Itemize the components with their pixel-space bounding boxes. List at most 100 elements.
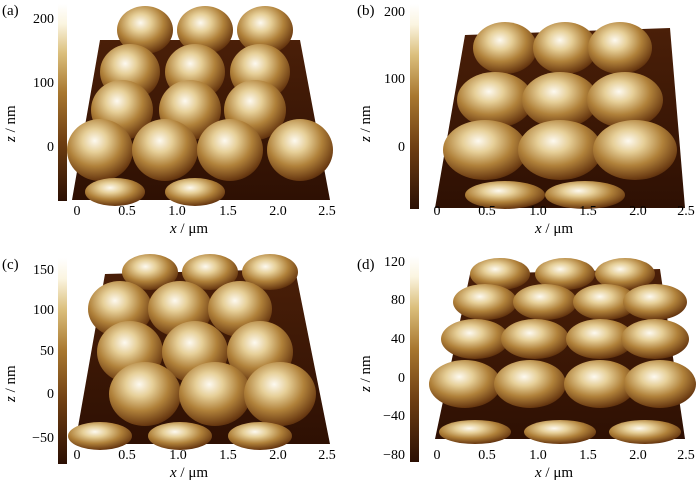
panel-a: (a) z / nm 200 100 0 0 0.5 1.0 1.5 2.0 2… xyxy=(0,0,350,244)
x-axis-label: x / μm xyxy=(535,465,574,481)
surface-dome xyxy=(165,178,225,206)
x-tick-label: 1.0 xyxy=(529,204,547,219)
surface-dome xyxy=(429,360,501,408)
x-tick-label: 1.5 xyxy=(219,204,237,219)
surface-dome xyxy=(524,420,596,444)
surface-plot xyxy=(410,256,696,462)
panel-letter: (b) xyxy=(357,3,375,19)
panel-letter: (a) xyxy=(2,3,19,19)
z-tick-label: 100 xyxy=(384,72,405,87)
x-tick-label: 1.0 xyxy=(529,448,547,463)
x-tick-label: 2.5 xyxy=(318,448,336,463)
surface-plot xyxy=(410,4,685,209)
x-tick-label: 1.0 xyxy=(168,204,186,219)
surface-dome xyxy=(595,258,655,290)
surface-dome xyxy=(501,319,569,359)
z-tick-label: 150 xyxy=(33,263,54,278)
surface-dome xyxy=(533,22,597,74)
x-tick-label: 2.0 xyxy=(269,204,287,219)
z-tick-label: −40 xyxy=(383,409,405,424)
z-tick-label: 0 xyxy=(47,140,54,155)
z-tick-label: 100 xyxy=(33,303,54,318)
x-tick-label: 1.0 xyxy=(169,448,187,463)
surface-dome xyxy=(85,178,145,206)
z-tick-label: −50 xyxy=(32,431,54,446)
surface-dome xyxy=(593,120,677,180)
z-tick-label: 0 xyxy=(398,371,405,386)
z-tick-label: 200 xyxy=(33,12,54,27)
panel-b: (b) z / nm 200 100 0 0 0.5 1.0 1.5 2.0 2… xyxy=(355,0,700,244)
surface-dome xyxy=(148,422,212,450)
x-tick-label: 0 xyxy=(73,448,81,463)
colorbar xyxy=(58,4,67,201)
surface-dome xyxy=(197,119,263,181)
x-tick-label: 2.5 xyxy=(318,204,336,219)
surface-dome xyxy=(244,362,316,426)
surface-dome xyxy=(117,6,173,54)
colorbar xyxy=(410,4,419,209)
surface-dome xyxy=(457,72,533,128)
surface-dome xyxy=(564,360,636,408)
surface-dome xyxy=(494,360,566,408)
surface-dome xyxy=(68,422,132,450)
z-tick-label: 120 xyxy=(384,255,405,270)
surface-plot xyxy=(58,254,330,464)
panel-letter: (c) xyxy=(2,257,19,273)
panel-c: (c) z / nm 150 100 50 0 −50 0 0.5 1.0 1.… xyxy=(0,244,350,488)
surface-dome xyxy=(182,254,238,290)
x-tick-label: 0 xyxy=(433,448,441,463)
surface-dome xyxy=(465,181,545,209)
surface-dome xyxy=(132,119,198,181)
x-tick-label: 0.5 xyxy=(478,448,496,463)
surface-dome xyxy=(545,181,625,209)
x-tick-label: 0.5 xyxy=(478,204,496,219)
z-tick-label: −80 xyxy=(383,448,405,463)
z-tick-label: 200 xyxy=(384,5,405,20)
z-tick-label: 80 xyxy=(391,293,405,308)
surface-dome xyxy=(441,319,509,359)
colorbar xyxy=(58,258,67,464)
x-tick-label: 0 xyxy=(73,204,81,219)
x-axis-label: x / μm xyxy=(535,221,574,237)
surface-dome xyxy=(573,284,637,320)
x-tick-label: 1.5 xyxy=(579,448,597,463)
colorbar xyxy=(410,256,419,462)
surface-dome xyxy=(443,120,527,180)
z-tick-label: 0 xyxy=(398,140,405,155)
x-tick-label: 1.5 xyxy=(219,448,237,463)
surface-dome xyxy=(228,422,292,450)
afm-surface xyxy=(67,6,333,206)
z-tick-label: 100 xyxy=(33,76,54,91)
z-tick-label: 0 xyxy=(47,387,54,402)
panel-d: (d) z / nm 120 80 40 0 −40 −80 0 0.5 1.0… xyxy=(355,244,700,488)
surface-dome xyxy=(473,22,537,74)
surface-dome xyxy=(566,319,634,359)
surface-dome xyxy=(109,362,181,426)
afm-surface xyxy=(429,258,696,444)
surface-dome xyxy=(609,420,681,444)
surface-dome xyxy=(453,284,517,320)
surface-dome xyxy=(623,284,687,320)
z-tick-label: 40 xyxy=(391,332,405,347)
afm-surface xyxy=(68,254,330,450)
panel-letter: (d) xyxy=(357,257,375,273)
surface-dome xyxy=(122,254,178,290)
surface-dome xyxy=(513,284,577,320)
x-tick-label: 0.5 xyxy=(118,448,136,463)
surface-dome xyxy=(242,254,298,290)
surface-dome xyxy=(522,72,598,128)
x-tick-label: 2.0 xyxy=(629,448,647,463)
x-tick-label: 2.0 xyxy=(269,448,287,463)
surface-dome xyxy=(267,119,333,181)
surface-dome xyxy=(624,360,696,408)
surface-dome xyxy=(470,258,530,290)
surface-dome xyxy=(621,319,689,359)
surface-dome xyxy=(237,6,293,54)
x-axis-label: x / μm xyxy=(170,465,209,481)
x-tick-label: 1.5 xyxy=(579,204,597,219)
z-tick-label: 50 xyxy=(40,344,54,359)
x-axis-label: x / μm xyxy=(170,221,209,237)
surface-dome xyxy=(67,119,133,181)
surface-dome xyxy=(179,362,251,426)
surface-dome xyxy=(177,6,233,54)
